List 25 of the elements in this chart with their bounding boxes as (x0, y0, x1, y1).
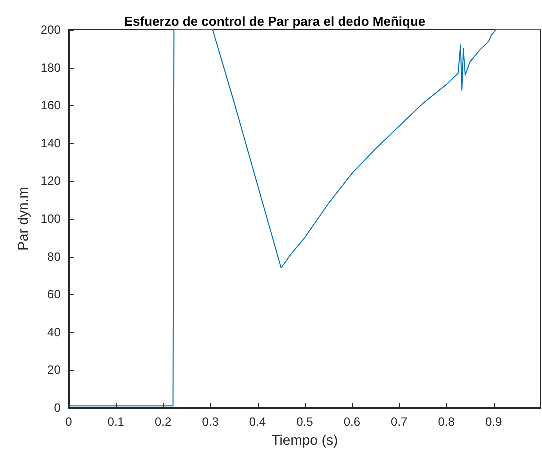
y-tick-label: 200 (40, 23, 62, 37)
y-tick-label: 20 (48, 363, 62, 378)
line-series (68, 30, 542, 407)
x-tick-label: 0.9 (485, 415, 502, 429)
x-tick-label: 0.6 (344, 415, 361, 429)
chart-title: Esfuerzo de control de Par para el dedo Meñique (124, 14, 426, 29)
x-tick-label: 0.2 (154, 415, 172, 429)
y-tick-label: 160 (40, 98, 62, 113)
y-tick-label: 180 (40, 60, 62, 75)
y-tick-label: 40 (48, 325, 62, 340)
y-tick-label: 120 (40, 174, 62, 188)
x-axis-title: Tiempo (s) (272, 432, 338, 448)
x-tick-label: 0.1 (108, 415, 125, 429)
x-tick-label: 0.4 (249, 415, 266, 429)
x-tick-label: 0.8 (438, 415, 456, 429)
x-tick-label: 0.5 (296, 415, 314, 429)
x-tick-label: 0.7 (391, 415, 408, 429)
y-tick-label: 80 (48, 250, 62, 264)
x-tick-label: 0 (66, 415, 73, 429)
y-tick-label: 100 (40, 212, 62, 226)
x-tick-label: 0.3 (202, 415, 220, 429)
y-tick-label: 60 (48, 288, 62, 302)
y-axis-title: Par dyn.m (15, 187, 31, 251)
y-tick-label: 0 (54, 401, 62, 415)
y-tick-label: 140 (40, 136, 62, 150)
